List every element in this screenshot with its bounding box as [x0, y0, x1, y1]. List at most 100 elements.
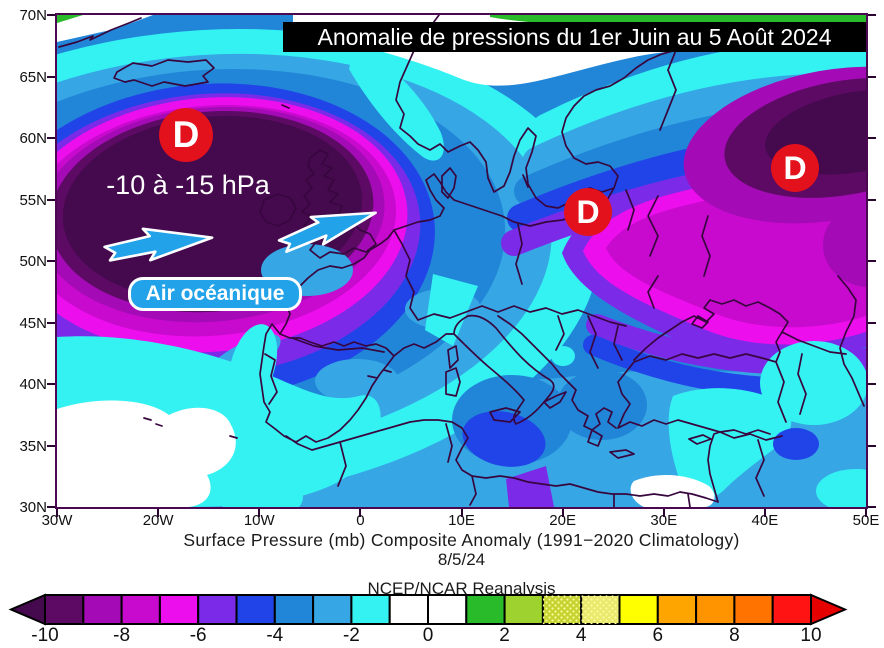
- colorbar-cell: [656, 594, 698, 625]
- ne-band: [529, 40, 866, 153]
- lon-tick: [865, 509, 867, 517]
- colorbar-cell: [695, 594, 736, 625]
- lon-tick: [359, 509, 362, 517]
- colorbar-cell: [733, 594, 774, 625]
- lon-label: 30W: [41, 512, 73, 529]
- colorbar-tick-label: 2: [499, 625, 510, 646]
- flow-arrow-east: [277, 211, 377, 254]
- lat-label: 70N: [19, 7, 47, 24]
- lon-tick: [662, 509, 665, 517]
- lat-tick-right: [868, 260, 876, 262]
- lat-label: 50N: [19, 253, 47, 270]
- patch-south-sicily: [462, 411, 546, 467]
- patch-br-cyan: [816, 469, 866, 507]
- colorbar-cell: [235, 594, 276, 625]
- patch-espain: [315, 359, 399, 403]
- colorbar-tick-label: 10: [800, 625, 822, 646]
- patch-germany-cyan: [425, 274, 478, 346]
- colorbar-cell: [44, 594, 85, 625]
- colorbar-cell: [273, 594, 315, 625]
- egypt-white: [630, 474, 715, 507]
- lat-tick-left: [47, 506, 55, 508]
- map-area: [55, 13, 868, 509]
- lon-label: 10E: [448, 512, 475, 529]
- lon-label: 0: [356, 512, 365, 529]
- title-text: Anomalie de pressions du 1er Juin au 5 A…: [317, 24, 832, 50]
- caption-date: 8/5/24: [437, 550, 486, 569]
- lon-label: 20E: [549, 512, 576, 529]
- patch-anatolia-cyan: [668, 388, 792, 500]
- lat-tick-left: [47, 137, 55, 139]
- lat-label: 55N: [19, 191, 47, 209]
- lon-tick: [460, 509, 463, 517]
- title-banner: Anomalie de pressions du 1er Juin au 5 A…: [283, 22, 866, 52]
- air-mass-label: Air océanique: [128, 277, 302, 311]
- low-pressure-marker-europe: D: [564, 188, 612, 236]
- colorbar-tick-label: 4: [575, 625, 587, 646]
- colorbar-left-arrow: [8, 593, 46, 626]
- colorbar-cell: [82, 594, 123, 625]
- colorbar-cell-stipple: [542, 595, 582, 624]
- lon-tick: [157, 509, 160, 517]
- lat-tick-right: [868, 444, 876, 447]
- colorbar-tick-label: -10: [31, 625, 59, 646]
- patch-caucasus-cyan: [760, 341, 866, 425]
- lat-tick-left: [47, 198, 55, 201]
- patch-libya-violet: [506, 466, 554, 507]
- colorbar-tick-label: 6: [652, 625, 664, 646]
- colorbar-cell: [503, 594, 544, 625]
- colorbar: [8, 593, 848, 626]
- lat-tick-left: [47, 14, 55, 16]
- lat-label: 65N: [19, 68, 47, 86]
- caption-variable: Surface Pressure (mb) Composite Anomaly …: [183, 530, 740, 550]
- patch-albania-cyan: [551, 346, 575, 366]
- lat-tick-left: [47, 260, 55, 262]
- lon-label: 30E: [650, 512, 678, 529]
- lat-tick-right: [868, 75, 876, 78]
- flow-arrow-west: [103, 227, 214, 262]
- lat-label: 60N: [19, 130, 47, 147]
- pressure-range-label: -10 à -15 hPa: [106, 170, 270, 200]
- patch-syria-blue: [773, 428, 819, 460]
- colorbar-cell: [158, 594, 200, 625]
- lon-tick: [56, 509, 58, 517]
- lon-label: 20W: [142, 512, 174, 529]
- colorbar-tick-label: -2: [342, 625, 360, 646]
- colorbar-tick-label: 8: [729, 625, 740, 646]
- lat-tick-left: [47, 321, 55, 324]
- colorbar-cell: [197, 594, 238, 625]
- lat-tick-left: [47, 444, 55, 447]
- lat-tick-right: [868, 506, 876, 508]
- colorbar-tick-label: 0: [422, 625, 434, 646]
- low-pressure-marker-atlantic: D: [159, 108, 213, 162]
- lat-tick-left: [47, 383, 55, 385]
- lat-label: 45N: [19, 314, 47, 332]
- low-pressure-marker-russia: D: [771, 144, 819, 192]
- colorbar-tick-label: -4: [266, 625, 284, 646]
- sw-white: [57, 400, 236, 507]
- colorbar-right-arrow: [810, 593, 848, 626]
- lon-tick: [258, 509, 261, 517]
- colorbar-cell: [120, 594, 161, 625]
- colorbar-cell: [312, 594, 353, 625]
- lon-label: 40E: [751, 512, 779, 529]
- colorbar-cell: [771, 594, 813, 625]
- right-edge-dark: [823, 203, 866, 287]
- lat-tick-right: [868, 198, 876, 201]
- lat-tick-right: [868, 14, 876, 16]
- colorbar-tick-label: -6: [189, 625, 207, 646]
- colorbar-tick-label: -8: [113, 625, 131, 646]
- lon-label: 50E: [852, 512, 880, 529]
- lon-tick: [763, 509, 766, 517]
- lat-label: 40N: [19, 376, 47, 393]
- lon-label: 10W: [243, 512, 275, 529]
- corner-white: [57, 15, 153, 42]
- colorbar-cell: [427, 594, 468, 625]
- colorbar-cell: [618, 594, 659, 625]
- lat-tick-right: [868, 137, 876, 139]
- caption-source: NCEP/NCAR Reanalysis: [367, 579, 556, 598]
- colorbar-cell-stipple: [581, 595, 620, 624]
- lat-tick-right: [868, 321, 876, 324]
- lon-tick: [561, 509, 564, 517]
